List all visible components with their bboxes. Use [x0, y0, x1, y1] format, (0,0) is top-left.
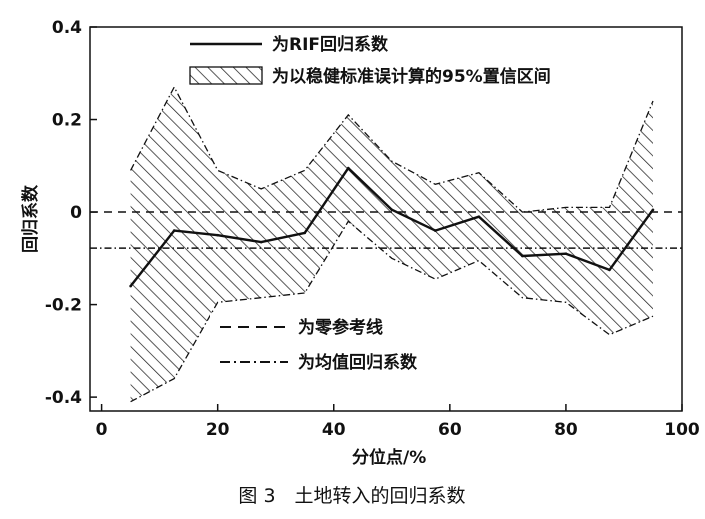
- coefficient-point: [564, 252, 568, 255]
- x-tick-label: 100: [664, 420, 700, 440]
- legend-coef-label: 为RIF回归系数: [272, 34, 389, 55]
- x-tick-label: 80: [554, 420, 578, 440]
- y-tick-label: 0.2: [52, 111, 82, 131]
- confidence-interval-band: [130, 87, 654, 402]
- figure-caption: 图 3 土地转入的回归系数: [238, 485, 465, 507]
- coefficient-point: [259, 240, 263, 244]
- x-tick-label: 60: [438, 420, 462, 440]
- coefficient-point: [346, 166, 350, 170]
- plot-frame: [89, 26, 683, 412]
- coefficient-points: [129, 166, 655, 288]
- coefficient-point: [390, 208, 394, 212]
- y-tick-label: -0.4: [45, 388, 82, 408]
- legend-ci-swatch: [189, 66, 263, 85]
- coefficient-point: [651, 208, 655, 212]
- coefficient-point: [216, 233, 219, 237]
- coefficient-point: [521, 254, 524, 258]
- coefficient-point: [303, 231, 307, 235]
- y-tick-label: 0: [70, 203, 82, 223]
- coefficient-point: [172, 229, 176, 232]
- y-tick-label: -0.2: [45, 296, 82, 316]
- x-tick-label: 40: [322, 420, 346, 440]
- y-axis-title: 回归系数: [20, 184, 41, 253]
- x-tick-label: 0: [96, 420, 108, 440]
- coefficient-point: [129, 284, 132, 288]
- y-tick-label: 0.4: [52, 18, 82, 38]
- confidence-upper-line: [130, 85, 654, 213]
- legend-bottom-background: [210, 314, 470, 376]
- legend-mean-label: 为均值回归系数: [298, 352, 418, 373]
- coefficient-point: [608, 268, 611, 272]
- axis-ticks: 0 20 40 60 80 100 0.4 0.2 0 -0.2 -0.4: [45, 18, 700, 440]
- x-tick-label: 20: [206, 420, 230, 440]
- x-axis-title: 分位点/%: [352, 447, 426, 468]
- legend-zero-label: 为零参考线: [298, 317, 383, 338]
- confidence-lower-line: [130, 220, 654, 403]
- legend-ci-label: 为以稳健标准误计算的95%置信区间: [272, 66, 551, 87]
- coefficient-point: [477, 215, 481, 218]
- coefficient-point: [434, 229, 437, 232]
